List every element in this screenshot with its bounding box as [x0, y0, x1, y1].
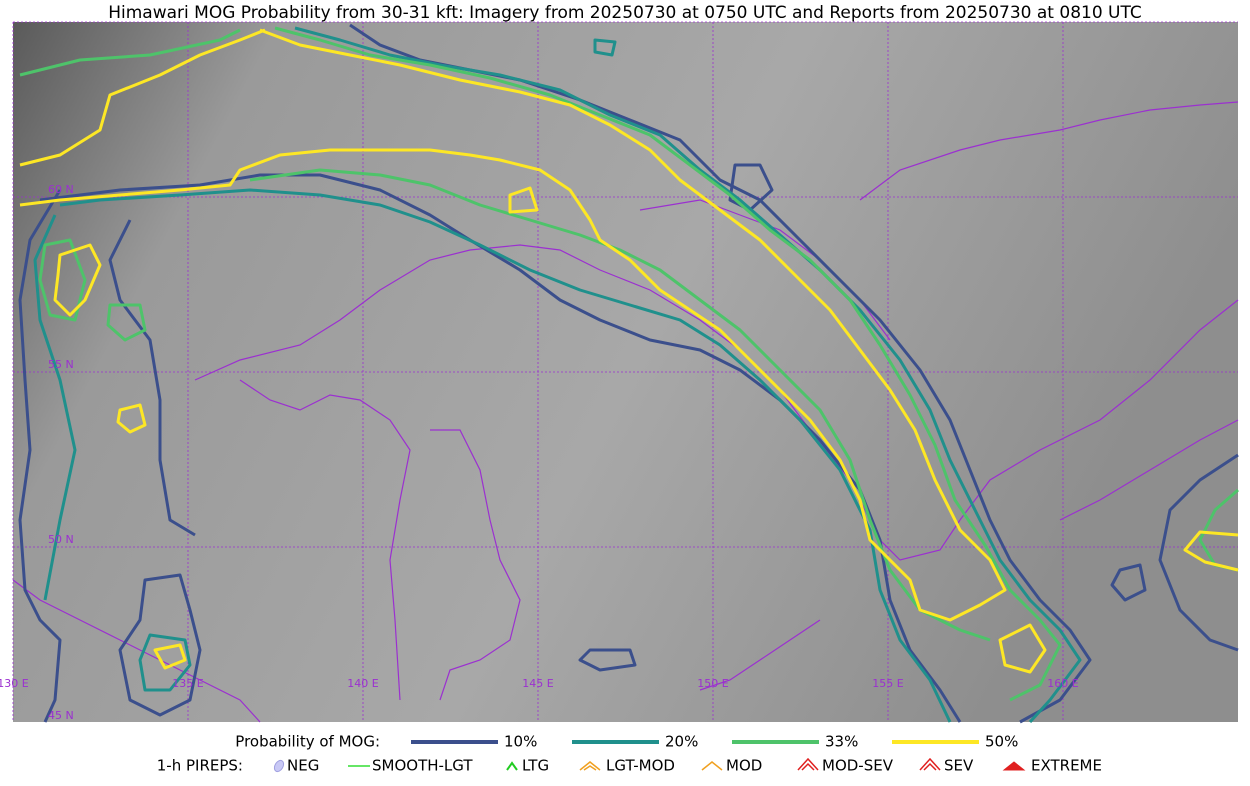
legend-label: LTG	[522, 757, 549, 775]
legend-symbol	[579, 761, 601, 771]
legend-label: 33%	[825, 733, 858, 751]
lat-label: 55 N	[48, 358, 74, 371]
legend-label: 10%	[504, 733, 537, 751]
legend-heading: 1-h PIREPS:	[157, 757, 243, 775]
legend-label: LGT-MOD	[606, 757, 675, 775]
lon-label: 140 E	[347, 677, 378, 690]
legend-label: EXTREME	[1031, 757, 1102, 775]
graticule	[12, 21, 1238, 722]
lon-label: 145 E	[522, 677, 553, 690]
lon-label: 130 E	[0, 677, 29, 690]
lon-label: 135 E	[172, 677, 203, 690]
legend-label: SEV	[944, 757, 974, 775]
legend-symbol	[919, 757, 941, 771]
legend-label: NEG	[287, 757, 319, 775]
legend-label: 50%	[985, 733, 1018, 751]
lon-label: 150 E	[697, 677, 728, 690]
legend-symbol	[797, 757, 819, 771]
lat-label: 60 N	[48, 183, 74, 196]
legend-symbol	[1002, 761, 1026, 771]
longitude-labels: 130 E 135 E 140 E 145 E 150 E 155 E 160 …	[0, 677, 1079, 690]
pirep-legend: 1-h PIREPS: NEG SMOOTH-LGT LTG LGT-MOD M…	[157, 757, 1102, 775]
lon-label: 160 E	[1047, 677, 1078, 690]
legend-label: SMOOTH-LGT	[372, 757, 473, 775]
lon-label: 155 E	[872, 677, 903, 690]
legend-symbol	[701, 761, 723, 771]
legend-symbol	[273, 759, 285, 773]
legend-label: 20%	[665, 733, 698, 751]
probability-legend: Probability of MOG: 10% 20% 33% 50%	[235, 733, 1018, 751]
legend-heading: Probability of MOG:	[235, 733, 380, 751]
lat-label: 50 N	[48, 533, 74, 546]
legend-symbol	[506, 761, 518, 771]
title: Himawari MOG Probability from 30-31 kft:…	[108, 3, 1142, 23]
lat-label: 45 N	[48, 709, 74, 722]
legend-label: MOD-SEV	[822, 757, 894, 775]
latitude-labels: 60 N 55 N 50 N 45 N	[48, 183, 74, 722]
legend-label: MOD	[726, 757, 762, 775]
mog-contours	[18, 23, 1239, 724]
